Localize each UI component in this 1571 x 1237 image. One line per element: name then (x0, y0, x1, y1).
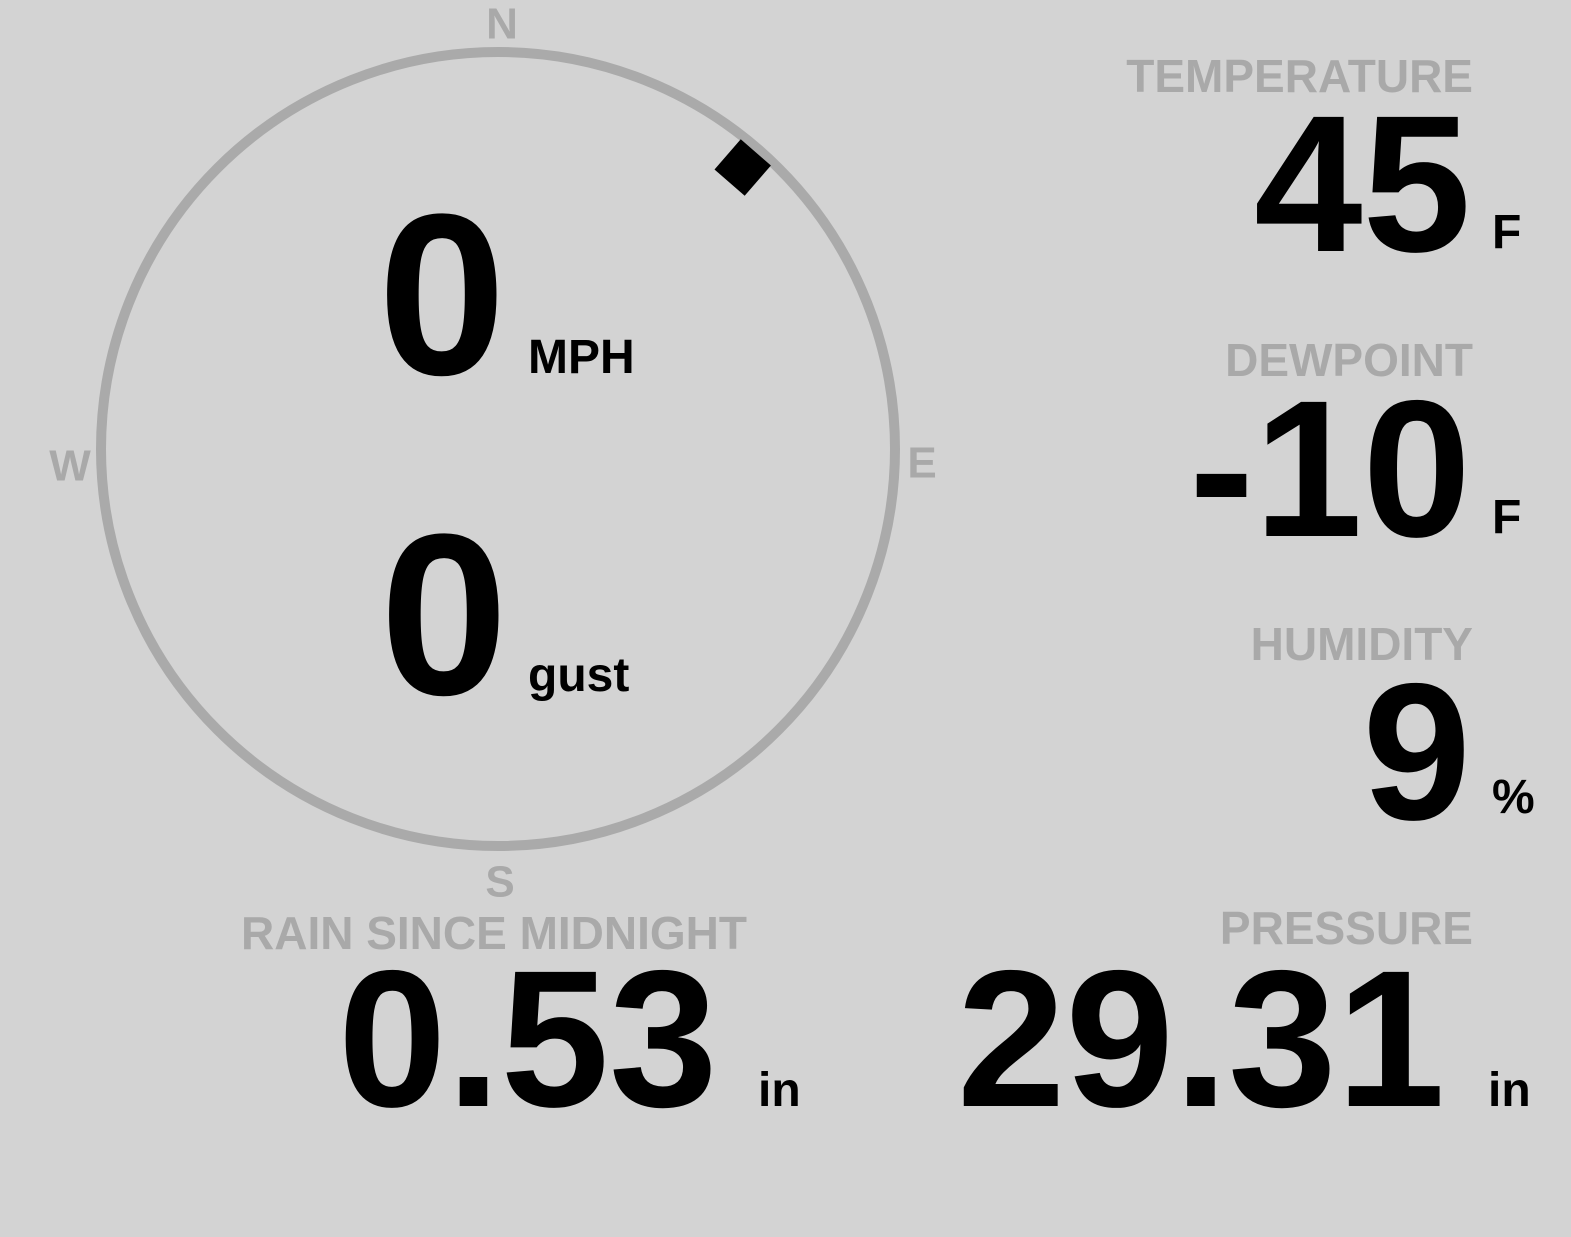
wind-direction-pointer (714, 139, 771, 196)
compass-west: W (49, 441, 91, 491)
dewpoint-label: DEWPOINT (1225, 334, 1473, 386)
rain-label: RAIN SINCE MIDNIGHT (241, 907, 747, 959)
humidity-unit: % (1492, 771, 1535, 824)
rain-value: 0.53 (338, 930, 718, 1148)
wind-gust-value: 0 (380, 486, 508, 743)
pressure-label: PRESSURE (1219, 902, 1473, 954)
temperature-label: TEMPERATURE (1126, 50, 1473, 102)
compass-ring (96, 47, 900, 851)
compass-north: N (486, 0, 518, 49)
pressure-value: 29.31 (957, 930, 1445, 1148)
humidity-value: 9 (1362, 643, 1471, 861)
wind-speed-unit: MPH (528, 331, 635, 384)
compass-south: S (485, 857, 515, 907)
wind-speed-value: 0 (378, 166, 506, 423)
dewpoint-unit: F (1492, 491, 1522, 544)
temperature-unit: F (1492, 206, 1522, 259)
temperature-value: 45 (1254, 75, 1471, 293)
pressure-unit: in (1488, 1064, 1531, 1117)
humidity-label: HUMIDITY (1250, 618, 1473, 670)
wind-gust-unit: gust (528, 649, 630, 702)
compass-east: E (907, 438, 937, 488)
temperature-card: TEMPERATURE (1126, 50, 1473, 102)
dewpoint-value: -10 (1189, 360, 1471, 578)
rain-unit: in (758, 1064, 801, 1117)
